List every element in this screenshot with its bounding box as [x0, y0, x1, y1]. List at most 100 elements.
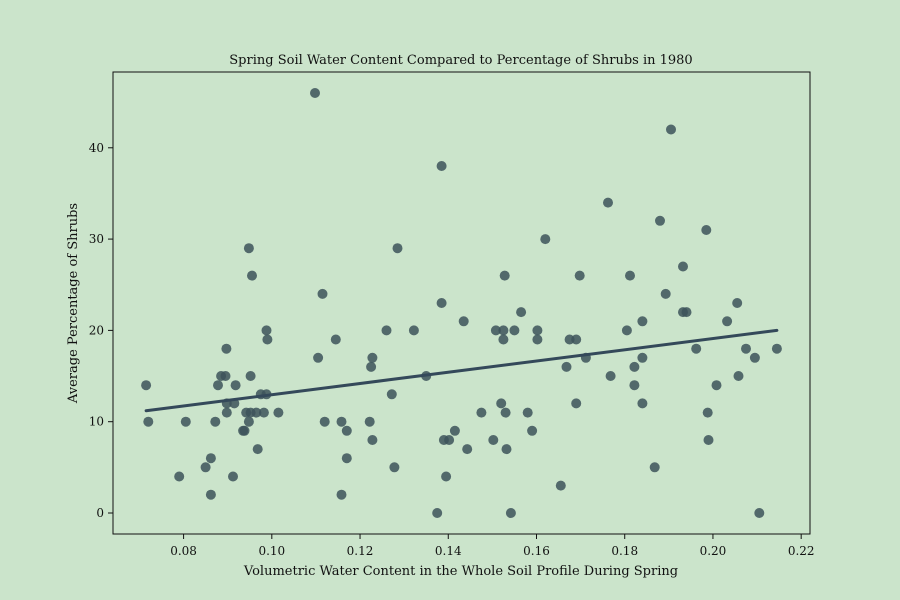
y-axis-label: Average Percentage of Shrubs	[66, 203, 81, 404]
x-tick-label: 0.18	[611, 544, 638, 558]
data-point-110	[749, 352, 760, 363]
data-point-108	[733, 371, 744, 381]
data-point-77	[540, 234, 551, 245]
data-point-106	[722, 316, 733, 327]
data-point-109	[741, 343, 751, 354]
data-point-46	[381, 325, 392, 336]
data-point-101	[691, 343, 702, 354]
x-tick-label: 0.10	[258, 544, 285, 558]
data-point-59	[458, 316, 469, 327]
data-point-61	[476, 407, 487, 418]
data-point-95	[655, 215, 665, 226]
data-point-5	[205, 453, 216, 464]
data-point-34	[313, 352, 324, 363]
data-point-70	[505, 508, 516, 518]
data-point-6	[205, 489, 216, 500]
data-point-52	[432, 508, 443, 518]
trend-line-group	[144, 328, 779, 413]
data-point-76	[532, 334, 543, 345]
data-point-90	[629, 380, 640, 391]
data-point-25	[251, 407, 262, 418]
data-point-66	[498, 334, 509, 345]
data-point-54	[436, 298, 447, 308]
data-point-48	[389, 462, 400, 473]
x-tick-label: 0.14	[435, 544, 462, 558]
data-point-44	[367, 352, 378, 363]
data-point-92	[637, 352, 648, 363]
data-point-13	[221, 407, 232, 418]
y-tick-label: 10	[89, 415, 104, 429]
y-tick-label: 40	[89, 141, 104, 155]
data-point-32	[273, 407, 284, 418]
data-point-7	[210, 416, 221, 427]
data-point-39	[336, 489, 347, 500]
data-point-103	[702, 407, 713, 418]
data-point-28	[258, 407, 269, 418]
data-point-64	[496, 398, 507, 409]
data-point-67	[499, 270, 510, 281]
data-point-42	[364, 416, 375, 427]
data-point-68	[500, 407, 511, 418]
y-tick-label: 0	[96, 506, 104, 520]
data-point-62	[488, 435, 499, 445]
data-point-65	[498, 325, 509, 336]
data-point-37	[330, 334, 341, 345]
data-point-24	[247, 270, 257, 281]
data-point-63	[490, 325, 501, 336]
data-point-22	[245, 371, 256, 381]
data-point-82	[571, 398, 582, 409]
data-point-49	[392, 243, 403, 254]
x-tick-label: 0.20	[700, 544, 727, 558]
data-point-31	[262, 334, 273, 345]
data-points	[141, 88, 782, 518]
data-point-102	[701, 225, 712, 235]
data-point-112	[771, 343, 782, 354]
data-point-107	[732, 298, 743, 308]
data-point-53	[436, 161, 447, 171]
data-point-29	[261, 325, 272, 336]
data-point-41	[341, 453, 352, 464]
data-point-10	[220, 371, 231, 381]
y-axis: 0 10 20 30 40	[89, 141, 113, 520]
data-point-2	[174, 471, 185, 482]
data-point-88	[625, 270, 635, 281]
data-point-43	[366, 361, 377, 372]
data-point-81	[571, 334, 582, 345]
plot-area-frame	[112, 71, 811, 535]
data-point-73	[522, 407, 533, 418]
data-point-50	[408, 325, 419, 336]
data-point-18	[239, 425, 250, 436]
trend-line	[144, 328, 779, 413]
data-point-60	[462, 444, 473, 455]
data-point-58	[449, 425, 460, 436]
data-point-98	[678, 261, 688, 272]
data-point-21	[243, 416, 254, 427]
data-point-86	[605, 371, 616, 381]
data-point-87	[621, 325, 632, 336]
data-point-33	[310, 88, 320, 98]
x-axis-label: Volumetric Water Content in the Whole So…	[243, 564, 678, 579]
data-point-36	[319, 416, 330, 427]
y-tick-label: 30	[89, 232, 104, 246]
data-point-105	[711, 380, 722, 391]
data-point-45	[367, 435, 378, 445]
data-point-89	[629, 361, 640, 372]
data-point-69	[501, 444, 512, 455]
data-point-38	[336, 416, 347, 427]
data-point-14	[228, 471, 238, 482]
data-point-40	[341, 425, 352, 436]
data-point-94	[649, 462, 660, 473]
data-point-11	[221, 343, 232, 354]
data-point-16	[230, 380, 241, 391]
data-point-35	[317, 288, 328, 299]
data-point-0	[141, 380, 152, 391]
data-point-56	[441, 471, 452, 482]
data-point-20	[243, 243, 254, 254]
data-point-8	[213, 380, 223, 391]
data-point-111	[754, 508, 765, 518]
data-point-3	[180, 416, 191, 427]
data-point-57	[444, 435, 455, 445]
data-point-104	[703, 435, 714, 445]
x-tick-label: 0.12	[347, 544, 374, 558]
